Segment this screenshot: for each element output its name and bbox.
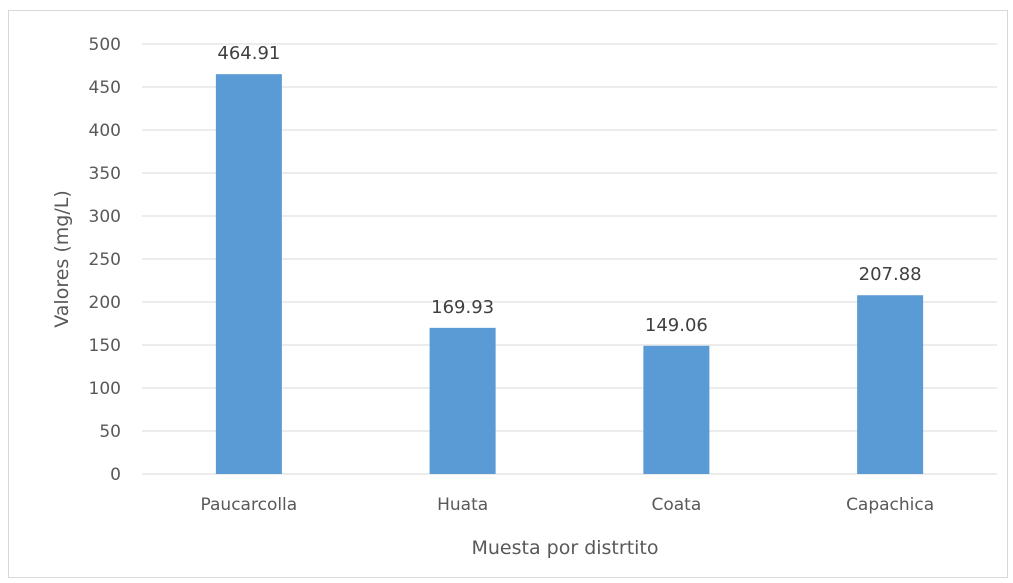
category-label-huata: Huata [437, 495, 488, 515]
data-label-coata: 149.06 [645, 315, 708, 336]
y-tick-label: 200 [89, 293, 121, 313]
data-label-huata: 169.93 [431, 297, 494, 318]
y-tick-label: 50 [99, 422, 121, 442]
gridlines [142, 43, 997, 475]
y-tick-label: 450 [89, 78, 121, 98]
chart-frame [8, 10, 1008, 578]
bar-coata [643, 345, 710, 474]
category-label-paucarcolla: Paucarcolla [201, 495, 298, 515]
bar-huata [429, 327, 496, 474]
category-label-capachica: Capachica [846, 495, 934, 515]
y-tick-label: 400 [89, 121, 121, 141]
data-label-capachica: 207.88 [859, 264, 922, 285]
y-tick-label: 250 [89, 250, 121, 270]
x-axis-categories: Paucarcolla Huata Coata Capachica [201, 495, 935, 515]
bar-capachica [857, 295, 924, 474]
y-axis-title: Valores (mg/L) [51, 190, 73, 327]
y-tick-label: 300 [89, 207, 121, 227]
data-label-paucarcolla: 464.91 [217, 43, 280, 64]
bar-paucarcolla [215, 74, 282, 474]
y-tick-label: 0 [110, 465, 121, 485]
x-axis-title: Muesta por distrtito [472, 537, 659, 559]
data-labels: 464.91 169.93 149.06 207.88 [217, 43, 921, 336]
y-tick-label: 350 [89, 164, 121, 184]
y-axis-ticks: 0 50 100 150 200 250 300 350 400 450 500 [89, 35, 121, 485]
y-tick-label: 150 [89, 336, 121, 356]
bars [215, 74, 924, 474]
category-label-coata: Coata [651, 495, 701, 515]
y-tick-label: 100 [89, 379, 121, 399]
y-tick-label: 500 [89, 35, 121, 55]
